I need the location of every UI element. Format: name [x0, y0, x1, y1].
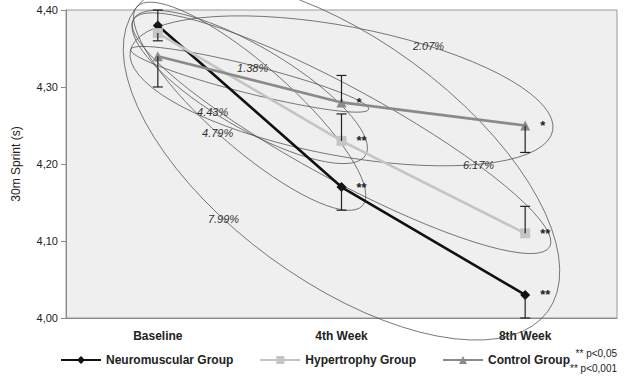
svg-text:Baseline: Baseline: [133, 329, 183, 343]
svg-text:6.17%: 6.17%: [463, 159, 494, 171]
svg-text:4th Week: 4th Week: [315, 329, 368, 343]
svg-text:** p<0,001: ** p<0,001: [570, 363, 617, 374]
svg-text:4,20: 4,20: [37, 158, 58, 170]
svg-text:**: **: [357, 180, 368, 195]
svg-text:Control Group: Control Group: [488, 353, 570, 367]
svg-text:**: **: [540, 226, 551, 241]
svg-text:8th Week: 8th Week: [499, 329, 552, 343]
svg-text:4,30: 4,30: [37, 81, 58, 93]
svg-text:Hypertrophy Group: Hypertrophy Group: [305, 353, 416, 367]
svg-text:7.99%: 7.99%: [208, 213, 239, 225]
svg-text:** p<0,05: ** p<0,05: [576, 348, 618, 359]
svg-text:4.79%: 4.79%: [202, 127, 233, 139]
svg-text:4,40: 4,40: [37, 4, 58, 16]
svg-text:*: *: [540, 118, 546, 133]
svg-text:**: **: [357, 133, 368, 148]
svg-text:4,00: 4,00: [37, 312, 58, 324]
svg-text:2.07%: 2.07%: [412, 40, 444, 52]
svg-text:Neuromuscular Group: Neuromuscular Group: [106, 353, 233, 367]
svg-text:4,10: 4,10: [37, 235, 58, 247]
svg-text:1.38%: 1.38%: [237, 62, 268, 74]
svg-text:30m Sprint (s): 30m Sprint (s): [9, 126, 23, 201]
svg-text:4.43%: 4.43%: [197, 106, 228, 118]
svg-text:**: **: [540, 287, 551, 302]
svg-text:*: *: [357, 95, 363, 110]
